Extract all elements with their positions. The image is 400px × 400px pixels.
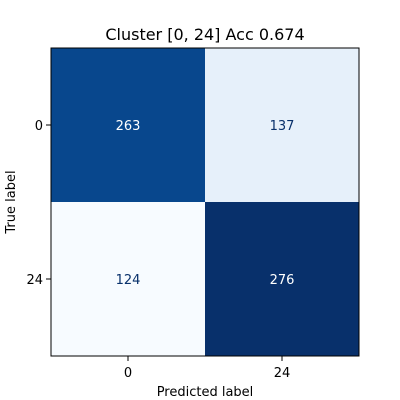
matrix-cell-value-0-0: 263: [116, 119, 141, 134]
matrix-cell-1-0: [51, 202, 205, 356]
y-tick-label-1: 24: [26, 273, 43, 288]
matrix-cell-value-1-1: 276: [270, 273, 295, 288]
x-axis-ticks: 0 24: [124, 356, 290, 381]
matrix-cell-0-1: [205, 48, 359, 202]
x-axis-label: Predicted label: [157, 385, 254, 400]
y-tick-label-0: 0: [35, 119, 43, 134]
y-axis-label: True label: [4, 170, 19, 234]
matrix-cell-value-0-1: 137: [270, 119, 295, 134]
x-tick-label-0: 0: [124, 366, 132, 381]
matrix-cell-0-0: [51, 48, 205, 202]
x-tick-label-1: 24: [274, 366, 291, 381]
chart-title: Cluster [0, 24] Acc 0.674: [105, 25, 304, 44]
matrix-cell-1-1: [205, 202, 359, 356]
matrix-cells: 263 137 124 276: [51, 48, 359, 356]
y-axis-ticks: 0 24: [26, 119, 51, 288]
plot-frame: [50, 47, 360, 357]
matrix-cell-value-1-0: 124: [116, 273, 141, 288]
